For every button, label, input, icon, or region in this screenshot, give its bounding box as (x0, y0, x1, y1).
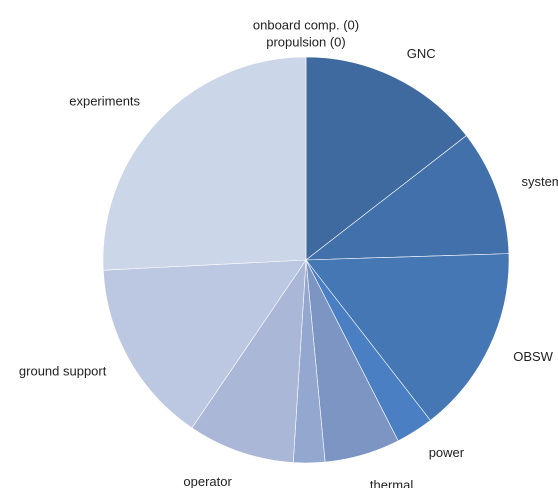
slice-label: power (429, 445, 465, 460)
pie-slice (102, 259, 307, 429)
slice-label: system (521, 174, 558, 189)
slice-label: GNC (407, 46, 436, 61)
slice-label: experiments (69, 94, 140, 109)
slice-label: onboard comp. (0) (253, 17, 359, 32)
slice-label: OBSW (513, 349, 553, 364)
pie-slice (305, 253, 510, 421)
pie-slice (102, 56, 307, 271)
pie-slice (191, 258, 307, 463)
slice-label: operator (183, 474, 232, 488)
slice-label: propulsion (0) (266, 34, 346, 49)
slice-label: ground support (19, 364, 107, 379)
pie-slice (305, 135, 510, 261)
slice-label: thermal (370, 477, 413, 488)
pie-slice (305, 56, 467, 261)
